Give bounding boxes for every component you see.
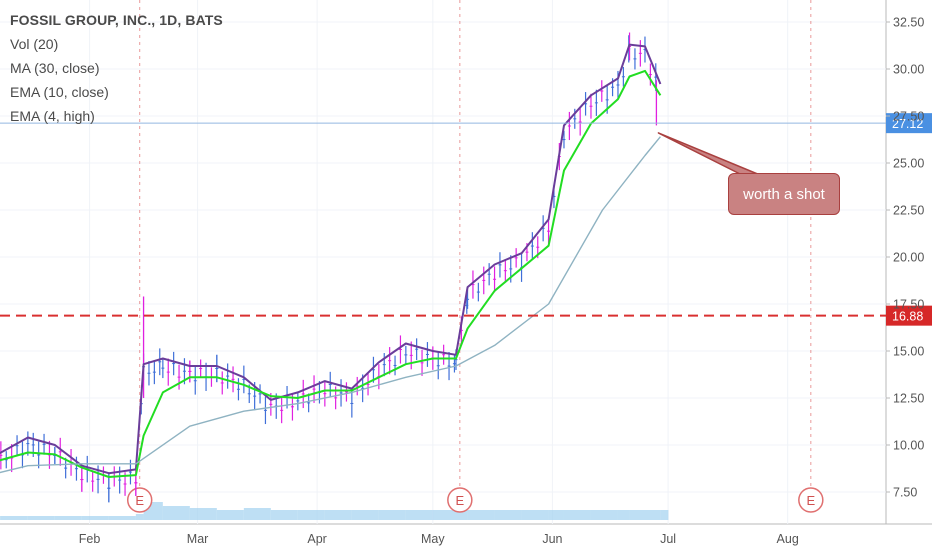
volume-bar bbox=[216, 510, 244, 520]
price-tick-label: 17.50 bbox=[893, 298, 924, 312]
legend-ema10[interactable]: EMA (10, close) bbox=[10, 84, 109, 100]
volume-bars bbox=[0, 502, 669, 520]
month-label: May bbox=[421, 532, 445, 546]
volume-bar bbox=[494, 510, 522, 520]
price-levels: 27.12 16.88 bbox=[0, 113, 932, 326]
price-axis: 32.50 30.00 27.50 25.00 22.50 20.00 17.50 15.00… bbox=[886, 16, 924, 500]
earnings-marker-label[interactable]: E bbox=[456, 493, 465, 508]
legend-ma[interactable]: MA (30, close) bbox=[10, 60, 100, 76]
support-label: 16.88 bbox=[892, 310, 923, 324]
volume-bar bbox=[617, 510, 630, 520]
volume-bar bbox=[563, 510, 591, 520]
month-label: Apr bbox=[307, 532, 326, 546]
symbol-title[interactable]: FOSSIL GROUP, INC., 1D, BATS bbox=[10, 12, 223, 28]
ma30-line[interactable] bbox=[0, 136, 661, 479]
plot-area[interactable] bbox=[0, 0, 886, 524]
legend-volume[interactable]: Vol (20) bbox=[10, 36, 59, 52]
volume-bar bbox=[590, 510, 618, 520]
volume-bar bbox=[27, 516, 55, 520]
volume-bar bbox=[135, 514, 144, 520]
volume-bar bbox=[54, 516, 82, 520]
ema4-line[interactable] bbox=[0, 43, 662, 475]
volume-bar bbox=[81, 516, 109, 520]
price-tick-label: 27.50 bbox=[893, 110, 924, 124]
price-tick-label: 22.50 bbox=[893, 204, 924, 218]
price-tick-label: 20.00 bbox=[893, 251, 924, 265]
volume-bar bbox=[467, 510, 495, 520]
month-label: Mar bbox=[187, 532, 209, 546]
volume-bar bbox=[351, 510, 379, 520]
earnings-marker-circle[interactable] bbox=[798, 487, 824, 513]
earnings-marker-label[interactable]: E bbox=[806, 493, 815, 508]
current-price-label: 27.12 bbox=[892, 117, 923, 131]
volume-bar bbox=[455, 510, 468, 520]
volume-bar bbox=[548, 510, 564, 520]
price-tick-label: 15.00 bbox=[893, 345, 924, 359]
volume-bar bbox=[108, 516, 136, 520]
price-tick-label: 30.00 bbox=[893, 63, 924, 77]
volume-bar bbox=[324, 510, 352, 520]
volume-bar bbox=[378, 510, 406, 520]
month-label: Aug bbox=[777, 532, 799, 546]
volume-bar bbox=[270, 510, 298, 520]
chart-legend: FOSSIL GROUP, INC., 1D, BATS Vol (20) MA… bbox=[10, 8, 223, 128]
volume-bar bbox=[297, 510, 325, 520]
annotation-callout[interactable]: worth a shot bbox=[728, 173, 840, 215]
earnings-marker-label[interactable]: E bbox=[135, 493, 144, 508]
volume-bar bbox=[644, 510, 661, 520]
volume-bar bbox=[660, 510, 669, 520]
volume-bar bbox=[162, 506, 190, 520]
volume-bar bbox=[0, 516, 1, 520]
month-label: Feb bbox=[79, 532, 101, 546]
indicator-lines bbox=[0, 43, 662, 479]
volume-bar bbox=[0, 516, 28, 520]
grid bbox=[0, 0, 886, 524]
volume-bar bbox=[405, 510, 433, 520]
time-axis: Feb Mar Apr May Jun Jul Aug bbox=[79, 532, 799, 546]
volume-bar bbox=[189, 508, 217, 520]
month-label: Jun bbox=[542, 532, 562, 546]
support-badge[interactable] bbox=[886, 305, 932, 326]
current-price-badge[interactable] bbox=[886, 113, 932, 134]
volume-bar bbox=[629, 510, 645, 520]
price-tick-label: 7.50 bbox=[893, 486, 917, 500]
earnings-marker-circle[interactable] bbox=[447, 487, 473, 513]
legend-ema4[interactable]: EMA (4, high) bbox=[10, 108, 95, 124]
volume-bar bbox=[243, 508, 271, 520]
price-tick-label: 12.50 bbox=[893, 392, 924, 406]
price-tick-label: 32.50 bbox=[893, 16, 924, 30]
month-label: Jul bbox=[660, 532, 676, 546]
price-tick-label: 10.00 bbox=[893, 439, 924, 453]
volume-bar bbox=[432, 510, 456, 520]
volume-bar bbox=[521, 510, 549, 520]
price-tick-label: 25.00 bbox=[893, 157, 924, 171]
earnings-marker-circle[interactable] bbox=[126, 487, 153, 513]
ema10-line[interactable] bbox=[0, 69, 662, 478]
